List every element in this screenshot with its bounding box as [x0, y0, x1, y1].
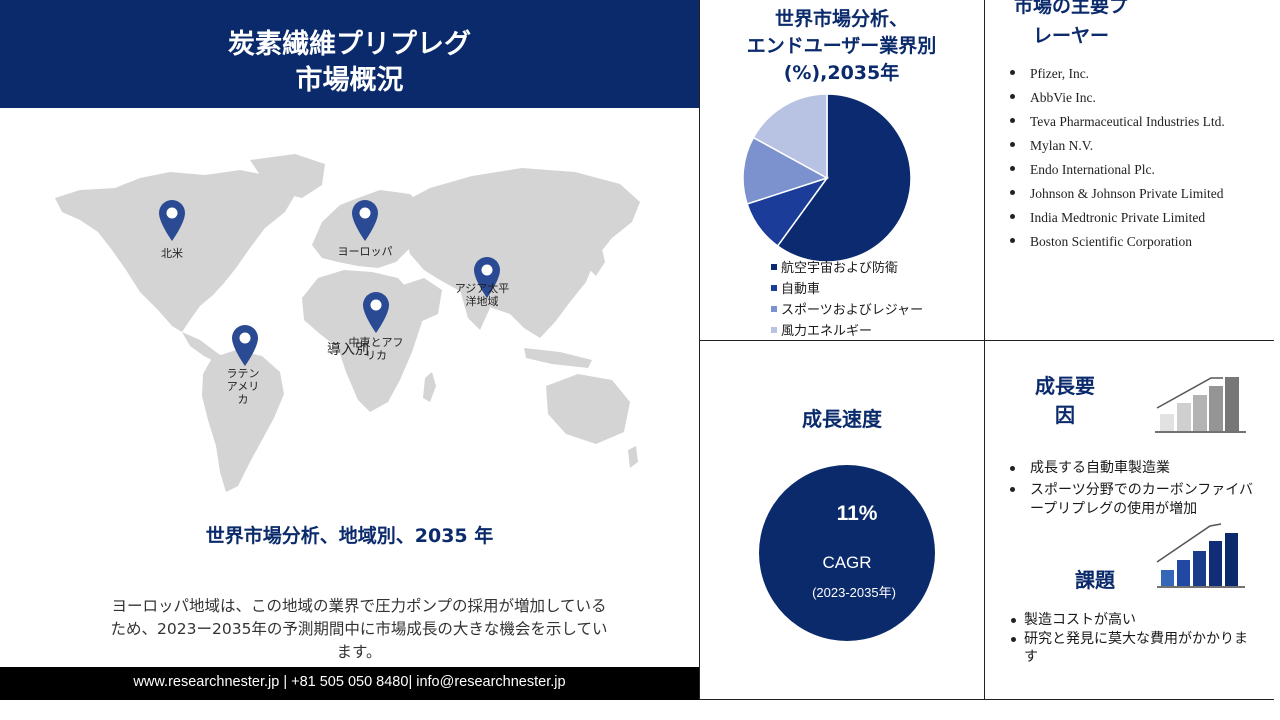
legend-swatch: [771, 285, 777, 291]
map-india: [460, 288, 490, 330]
map-north-america: [55, 170, 295, 332]
bullet-icon: [1010, 142, 1015, 147]
map-south-america: [202, 350, 284, 492]
map-central-america: [182, 332, 228, 364]
player-item: Boston Scientific Corporation: [1030, 234, 1192, 249]
bullet-icon: [1010, 70, 1015, 75]
page-title-line1: 炭素繊維プリプレグ: [228, 29, 471, 60]
chart-title-line3: (%),2035年: [783, 62, 900, 84]
world-map: [55, 154, 640, 492]
divider: [699, 0, 700, 700]
legend-swatch: [771, 264, 777, 270]
driver-item: スポーツ分野でのカーボンファイバープリプレグの使用が増加: [1030, 483, 1254, 517]
cagr-circle: [759, 465, 935, 641]
location-pin-icon: [232, 325, 258, 366]
location-pin-icon: [363, 292, 389, 333]
page-title-line2: 市場概況: [295, 65, 404, 96]
bullet-icon: [1011, 618, 1016, 623]
cagr-label: CAGR: [822, 553, 872, 572]
regional-description: ヨーロッパ地域は、この地域の業界で圧力ポンプの採用が増加しているため、2023ー…: [110, 597, 608, 661]
divider: [699, 699, 1274, 700]
drivers-title-line1: 成長要: [1035, 374, 1095, 398]
player-item: Mylan N.V.: [1030, 138, 1094, 153]
bullet-icon: [1010, 94, 1015, 99]
chart-title-line1: 世界市場分析、: [774, 8, 908, 30]
map-overlay-text: 導入別: [327, 342, 369, 358]
map-label-middle-east-africa: 中東とアフリカ: [348, 336, 404, 362]
driver-item: 成長する自動車製造業: [1030, 461, 1170, 476]
divider: [984, 0, 985, 700]
divider: [699, 340, 1274, 341]
players-title-line1: 市場の主要プ: [1013, 0, 1128, 17]
bullet-icon: [1010, 214, 1015, 219]
map-label-north-america: 北米: [161, 247, 183, 260]
map-japan: [588, 240, 605, 276]
legend-label: スポーツおよびレジャー: [781, 303, 924, 318]
map-greenland: [250, 154, 325, 198]
player-item: India Medtronic Private Limited: [1030, 210, 1206, 225]
legend-label: 風力エネルギー: [781, 324, 873, 339]
legend-swatch: [771, 327, 777, 333]
contact-footer: www.researchnester.jp | +81 505 050 8480…: [0, 667, 699, 700]
location-pin-icon: [159, 200, 185, 241]
pie-slice: [752, 93, 828, 180]
chart-title: 世界市場分析、 エンドユーザー業界別 (%),2035年: [699, 6, 984, 87]
map-asia: [396, 168, 640, 338]
players-title-line2: レーヤー: [1032, 25, 1109, 47]
bullet-icon: [1010, 166, 1015, 171]
growth-rate-title: 成長速度: [802, 407, 882, 431]
player-item: Pfizer, Inc.: [1030, 66, 1090, 81]
pie-slice: [742, 136, 829, 205]
legend-label: 航空宇宙および防衛: [781, 261, 899, 276]
bullet-icon: [1010, 118, 1015, 123]
map-africa: [302, 270, 422, 412]
location-pin-icon: [352, 200, 378, 241]
challenge-item: 製造コストが高い: [1024, 613, 1136, 628]
map-label-europe: ヨーロッパ: [337, 245, 393, 258]
bullet-icon: [1010, 190, 1015, 195]
header-banner: 炭素繊維プリプレグ 市場概況: [0, 0, 699, 108]
regional-analysis-title: 世界市場分析、地域別、2035 年: [205, 525, 494, 547]
map-madagascar: [423, 372, 436, 402]
bullet-icon: [1010, 487, 1015, 492]
map-arabia: [400, 278, 442, 322]
bullet-icon: [1010, 466, 1015, 471]
map-australia: [546, 374, 630, 444]
player-item: AbbVie Inc.: [1030, 90, 1096, 105]
growth-bars-icon: [1155, 377, 1246, 433]
cagr-period: (2023-2035年): [812, 585, 896, 600]
chart-title-line2: エンドユーザー業界別: [746, 35, 937, 57]
map-label-asia-pacific: アジア太平洋地域: [454, 282, 510, 308]
challenge-bars-icon: [1156, 523, 1245, 588]
bullet-icon: [1011, 637, 1016, 642]
challenges-title: 課題: [1075, 568, 1115, 592]
location-pin-icon: [474, 257, 500, 298]
pie-slice: [776, 93, 912, 263]
map-label-latin-america: ラテンアメリカ: [226, 367, 260, 406]
legend-swatch: [771, 306, 777, 312]
cagr-value: 11%: [836, 502, 878, 525]
legend-label: 自動車: [781, 282, 821, 297]
players-title: 市場の主要プ レーヤー: [985, 0, 1157, 51]
drivers-title: 成長要 因: [1010, 372, 1120, 430]
player-item: Teva Pharmaceutical Industries Ltd.: [1030, 114, 1225, 129]
challenge-item: 研究と発見に莫大な費用がかかります: [1024, 632, 1248, 665]
bullet-icon: [1010, 238, 1015, 243]
map-indonesia: [524, 348, 592, 368]
player-item: Endo International Plc.: [1030, 162, 1155, 177]
player-item: Johnson & Johnson Private Limited: [1030, 186, 1224, 201]
map-new-zealand: [628, 446, 638, 468]
pie-chart: [742, 93, 912, 263]
drivers-title-line2: 因: [1055, 403, 1075, 427]
